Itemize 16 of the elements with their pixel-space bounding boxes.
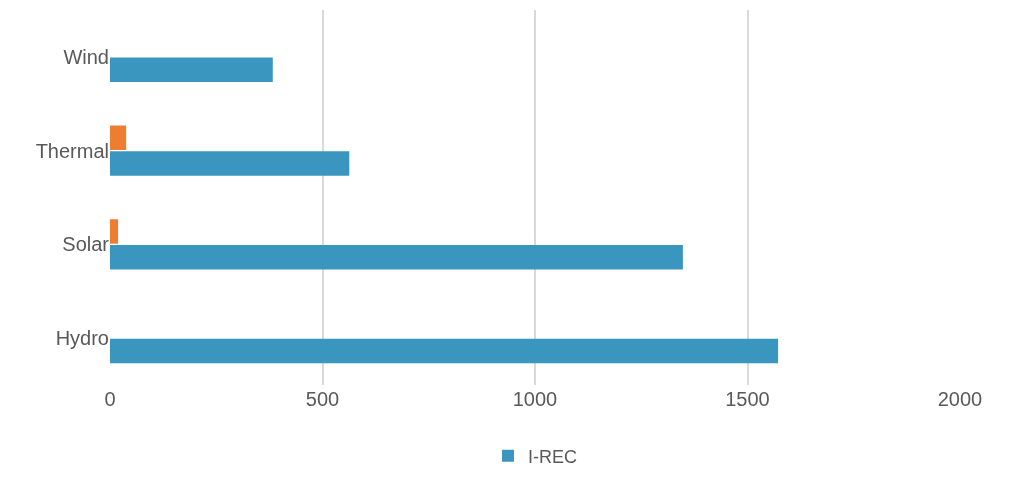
- bar: [110, 151, 350, 176]
- bar: [110, 219, 119, 244]
- x-tick-label: 1000: [512, 388, 558, 410]
- y-tick-label: Wind: [63, 45, 109, 68]
- legend-label: I-REC: [528, 446, 577, 467]
- y-tick-label: Solar: [62, 233, 110, 256]
- x-tick-label: 1500: [725, 388, 770, 410]
- x-tick-label: 500: [305, 388, 340, 410]
- bar: [110, 338, 779, 364]
- bar: [110, 125, 127, 150]
- bar: [110, 245, 683, 270]
- y-tick-label: Hydro: [55, 327, 109, 350]
- x-tick-label: 2000: [937, 388, 983, 410]
- y-tick-label: Thermal: [35, 139, 109, 162]
- x-tick-label: 0: [104, 388, 116, 410]
- bar: [110, 57, 273, 83]
